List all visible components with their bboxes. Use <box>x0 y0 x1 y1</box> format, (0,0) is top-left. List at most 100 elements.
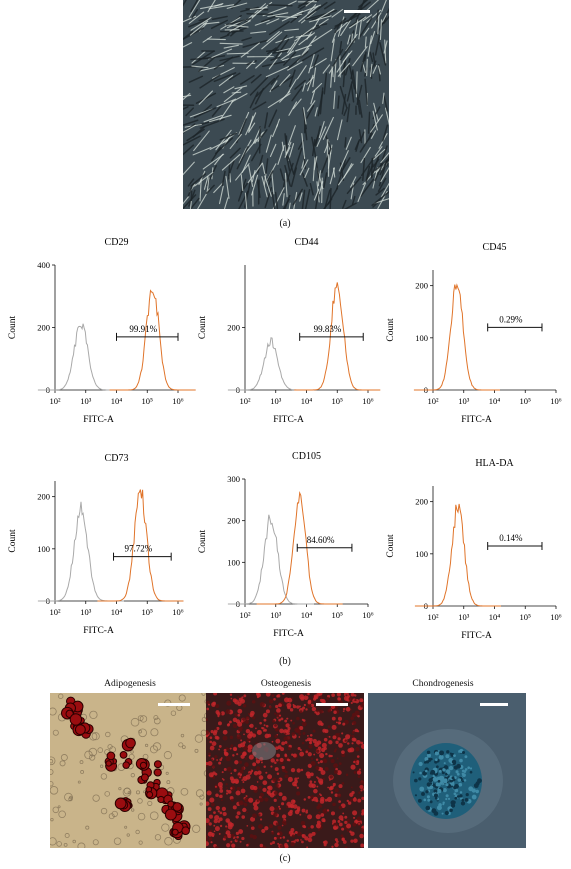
mineral-deposit <box>357 775 361 778</box>
mineral-deposit <box>285 723 290 728</box>
mineral-deposit <box>262 727 265 730</box>
mineral-deposit <box>283 697 290 703</box>
mineral-deposit <box>305 771 311 777</box>
mineral-deposit <box>338 800 341 803</box>
mineral-deposit <box>240 788 246 794</box>
marker-curve <box>414 503 501 607</box>
mineral-deposit <box>259 792 264 798</box>
x-tick-label: 10⁴ <box>489 396 501 406</box>
cell-streak <box>241 36 252 42</box>
title-osteogenesis: Osteogenesis <box>260 679 312 689</box>
mineral-deposit <box>356 739 361 745</box>
mineral-deposit <box>315 814 321 820</box>
mineral-deposit <box>358 822 361 825</box>
background-cell <box>170 710 177 716</box>
mineral-deposit <box>206 834 209 839</box>
cell-streak <box>225 17 252 26</box>
mineral-deposit <box>294 839 297 842</box>
mineral-deposit <box>240 754 245 759</box>
cell-streak <box>211 15 228 21</box>
mineral-deposit <box>299 748 302 752</box>
cell-streak <box>250 30 267 34</box>
mineral-deposit <box>321 818 326 823</box>
mineral-deposit <box>255 727 257 730</box>
x-tick-label: 10⁴ <box>301 610 313 620</box>
mineral-deposit <box>206 718 208 721</box>
mineral-deposit <box>214 728 218 731</box>
mineral-deposit <box>230 840 233 843</box>
cell-nucleus <box>432 776 438 782</box>
mineral-deposit <box>353 738 357 742</box>
cell-streak <box>312 67 317 88</box>
cell-streak <box>223 86 235 94</box>
cell-nucleus <box>428 778 433 783</box>
mineral-deposit <box>345 734 351 740</box>
cell-nucleus <box>418 761 423 767</box>
mineral-deposit <box>258 775 264 780</box>
cell-streak <box>343 107 348 117</box>
mineral-deposit <box>215 736 220 740</box>
mineral-deposit <box>277 842 280 845</box>
mineral-deposit <box>307 827 310 830</box>
mineral-deposit <box>223 751 228 755</box>
cell-streak <box>357 182 367 203</box>
mineral-deposit <box>324 729 329 734</box>
mineral-deposit <box>344 739 347 742</box>
cell-streak <box>270 75 280 85</box>
mineral-deposit <box>208 814 213 819</box>
background-cell <box>52 729 59 736</box>
cell-streak <box>229 133 242 150</box>
mineral-deposit <box>335 767 338 771</box>
cell-nucleus <box>451 776 455 780</box>
cell-streak <box>382 92 385 104</box>
cell-streak <box>284 133 288 153</box>
mineral-deposit <box>264 826 269 831</box>
cell-streak <box>190 173 207 187</box>
cell-streak <box>316 126 327 147</box>
cell-streak <box>383 95 389 112</box>
mineral-deposit <box>286 839 290 843</box>
cell-streak <box>372 110 378 131</box>
mineral-deposit <box>278 807 281 810</box>
background-cell <box>163 751 172 760</box>
mineral-deposit <box>253 771 259 776</box>
mineral-deposit <box>360 703 364 708</box>
mineral-deposit <box>359 707 362 710</box>
cell-streak <box>336 52 350 73</box>
mineral-deposit <box>336 693 341 697</box>
x-tick-label: 10² <box>239 396 251 406</box>
mineral-deposit <box>289 834 293 837</box>
mineral-deposit <box>332 782 336 787</box>
cell-streak <box>295 44 312 52</box>
cell-streak <box>208 4 235 10</box>
mineral-deposit <box>322 777 325 781</box>
mineral-deposit <box>328 740 333 745</box>
mineral-deposit <box>342 722 346 726</box>
background-cell <box>130 750 134 754</box>
cell-streak <box>195 92 217 104</box>
cell-streak <box>211 146 222 162</box>
cell-streak <box>218 74 234 87</box>
mineral-deposit <box>259 843 264 848</box>
background-cell <box>178 694 186 702</box>
cell-nucleus <box>441 812 444 815</box>
mineral-deposit <box>301 808 306 813</box>
cell-streak <box>298 5 319 23</box>
mineral-deposit <box>225 786 228 789</box>
mineral-deposit <box>248 740 251 743</box>
lipid-droplet <box>106 751 116 761</box>
cell-streak <box>229 147 241 159</box>
mineral-deposit <box>338 743 343 748</box>
mineral-deposit <box>304 814 307 817</box>
isotype-curve <box>37 323 124 391</box>
mineral-deposit <box>323 737 328 742</box>
y-tick-label: 100 <box>227 557 240 567</box>
x-tick-label: 10⁴ <box>489 612 501 622</box>
mineral-deposit <box>276 836 280 839</box>
mineral-deposit <box>241 836 245 841</box>
mineral-deposit <box>206 761 209 766</box>
cell-streak <box>188 75 204 83</box>
cell-streak <box>188 11 205 24</box>
cell-streak <box>301 189 306 209</box>
cell-nucleus <box>456 795 460 798</box>
